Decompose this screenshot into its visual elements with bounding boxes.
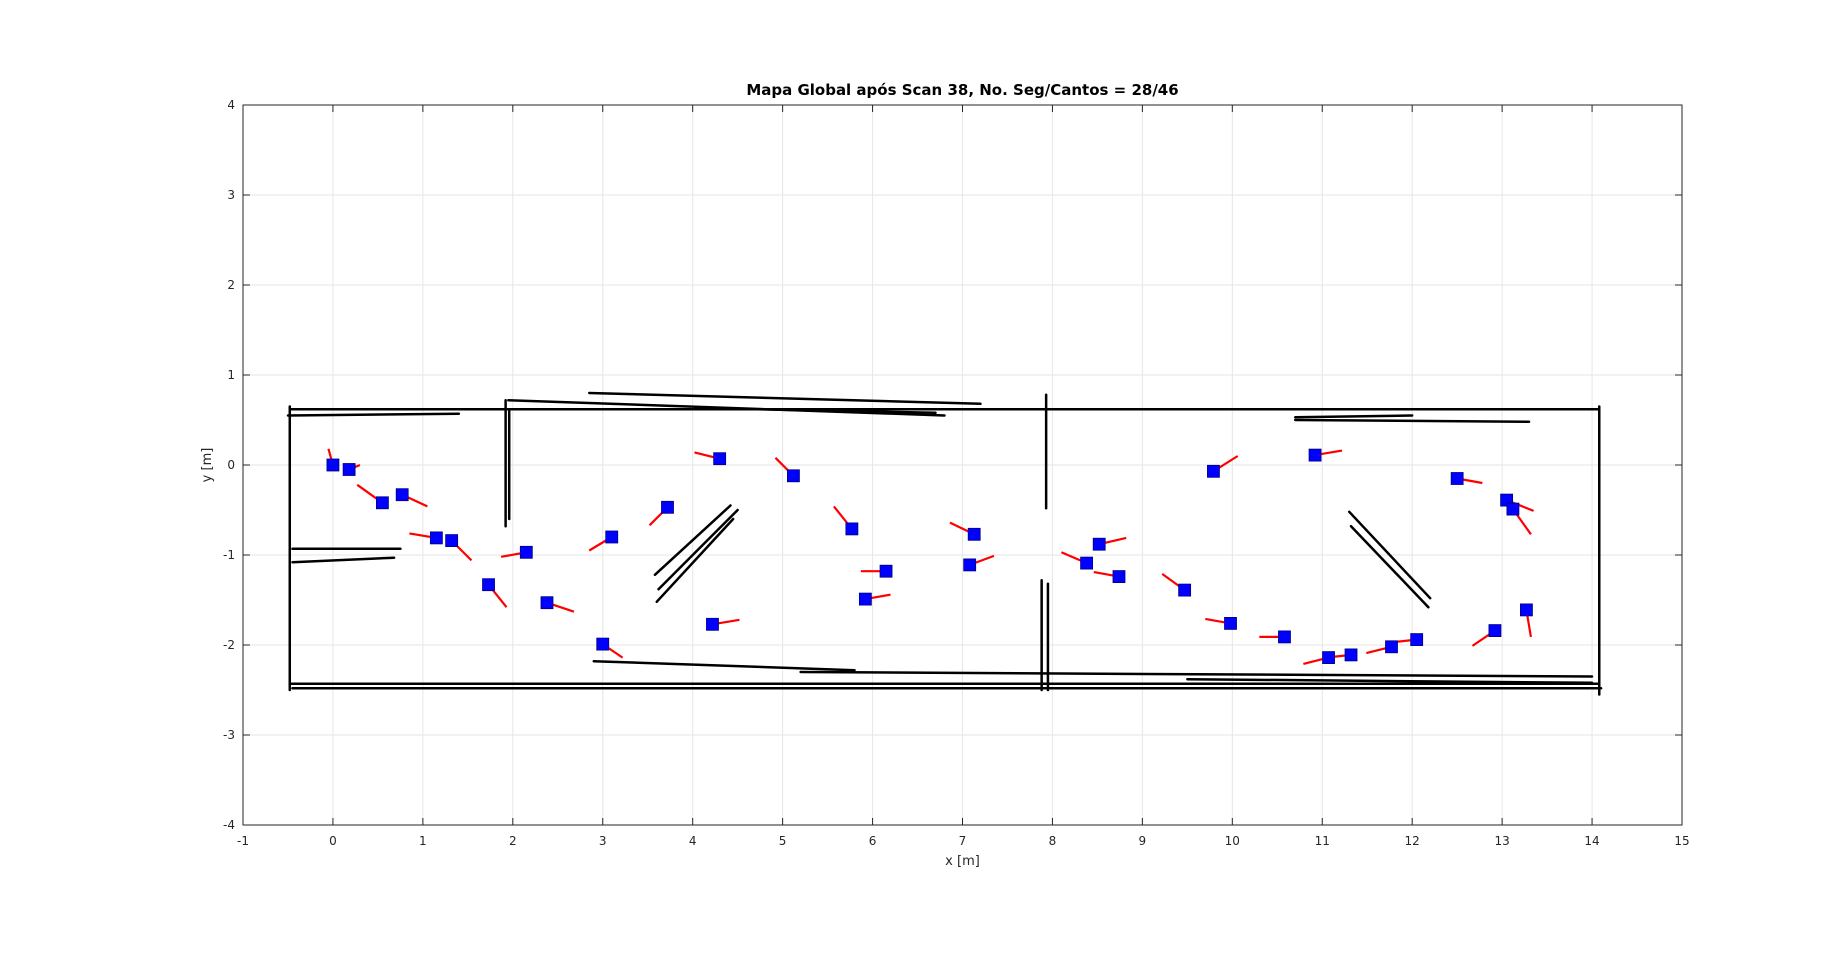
pose-marker [1080, 556, 1094, 570]
pose-marker [445, 534, 459, 547]
pose-marker [967, 527, 981, 541]
map-segment [1294, 414, 1414, 419]
pose-marker [963, 558, 977, 572]
map-segment [286, 412, 461, 417]
map-segment [709, 407, 937, 415]
y-tick-label: 0 [227, 458, 235, 472]
x-tick-label: -1 [237, 834, 249, 848]
pose-marker [519, 545, 533, 559]
pose-marker [1520, 603, 1533, 617]
map-segment [592, 659, 856, 672]
pose-marker [661, 500, 674, 514]
y-tick-label: 2 [227, 278, 235, 292]
map-segment [1347, 510, 1432, 600]
y-tick-label: -4 [223, 818, 235, 832]
map-segment [1349, 524, 1430, 609]
y-tick-label: -2 [223, 638, 235, 652]
pose-marker [1308, 448, 1322, 462]
x-tick-label: 12 [1405, 834, 1420, 848]
pose-marker [1488, 624, 1502, 637]
pose-marker [1178, 583, 1192, 597]
pose-marker [1224, 617, 1237, 630]
pose-marker [1385, 640, 1398, 654]
x-tick-label: 1 [419, 834, 427, 848]
x-tick-label: 10 [1225, 834, 1240, 848]
pose-marker [1506, 502, 1520, 516]
pose-marker [540, 596, 554, 610]
pose-marker [342, 463, 356, 476]
pose-marker [1278, 630, 1291, 644]
pose-marker [395, 488, 409, 502]
pose-marker [1450, 472, 1464, 485]
map-segment [657, 508, 739, 591]
map-segments [286, 391, 1603, 696]
x-tick-label: 11 [1315, 834, 1330, 848]
x-tick-label: 15 [1674, 834, 1689, 848]
pose-marker [713, 452, 727, 466]
y-tick-label: -1 [223, 548, 235, 562]
pose-marker [706, 617, 719, 631]
pose-marker [1112, 570, 1126, 583]
y-tick-label: 3 [227, 188, 235, 202]
map-segment [1186, 677, 1594, 685]
chart-title: Mapa Global após Scan 38, No. Seg/Cantos… [746, 81, 1178, 99]
x-tick-label: 14 [1584, 834, 1599, 848]
pose-marker [1410, 633, 1424, 646]
x-tick-label: 13 [1494, 834, 1509, 848]
pose-marker [429, 531, 443, 545]
pose-marker [1322, 651, 1335, 664]
x-tick-label: 5 [779, 834, 787, 848]
map-segment [1294, 418, 1531, 424]
map-segment [799, 670, 1594, 678]
pose-marker [1092, 537, 1106, 551]
pose-marker [482, 578, 495, 592]
map-segment [588, 391, 982, 406]
y-tick-label: 4 [227, 98, 235, 112]
x-axis-label: x [m] [945, 854, 980, 869]
pose-marker [858, 592, 872, 606]
x-tick-label: 8 [1049, 834, 1057, 848]
pose-marker [376, 496, 389, 510]
map-segment [291, 556, 396, 564]
x-tick-label: 7 [959, 834, 967, 848]
x-tick-label: 6 [869, 834, 877, 848]
pose-marker [787, 469, 800, 483]
pose-marker [326, 458, 340, 472]
y-tick-label: -3 [223, 728, 235, 742]
pose-marker [1344, 648, 1358, 662]
x-tick-label: 0 [329, 834, 337, 848]
pose-marker [845, 522, 859, 536]
x-tick-label: 3 [599, 834, 607, 848]
y-axis-label: y [m] [200, 448, 215, 483]
map-segment [655, 517, 735, 604]
robot-poses [326, 448, 1535, 665]
pose-marker [596, 637, 610, 651]
x-tick-label: 2 [509, 834, 517, 848]
map-segment [653, 504, 732, 577]
y-tick-label: 1 [227, 368, 235, 382]
pose-marker [1207, 464, 1220, 478]
pose-marker [879, 564, 893, 578]
x-tick-label: 9 [1139, 834, 1147, 848]
x-tick-label: 4 [689, 834, 697, 848]
pose-marker [605, 530, 619, 544]
